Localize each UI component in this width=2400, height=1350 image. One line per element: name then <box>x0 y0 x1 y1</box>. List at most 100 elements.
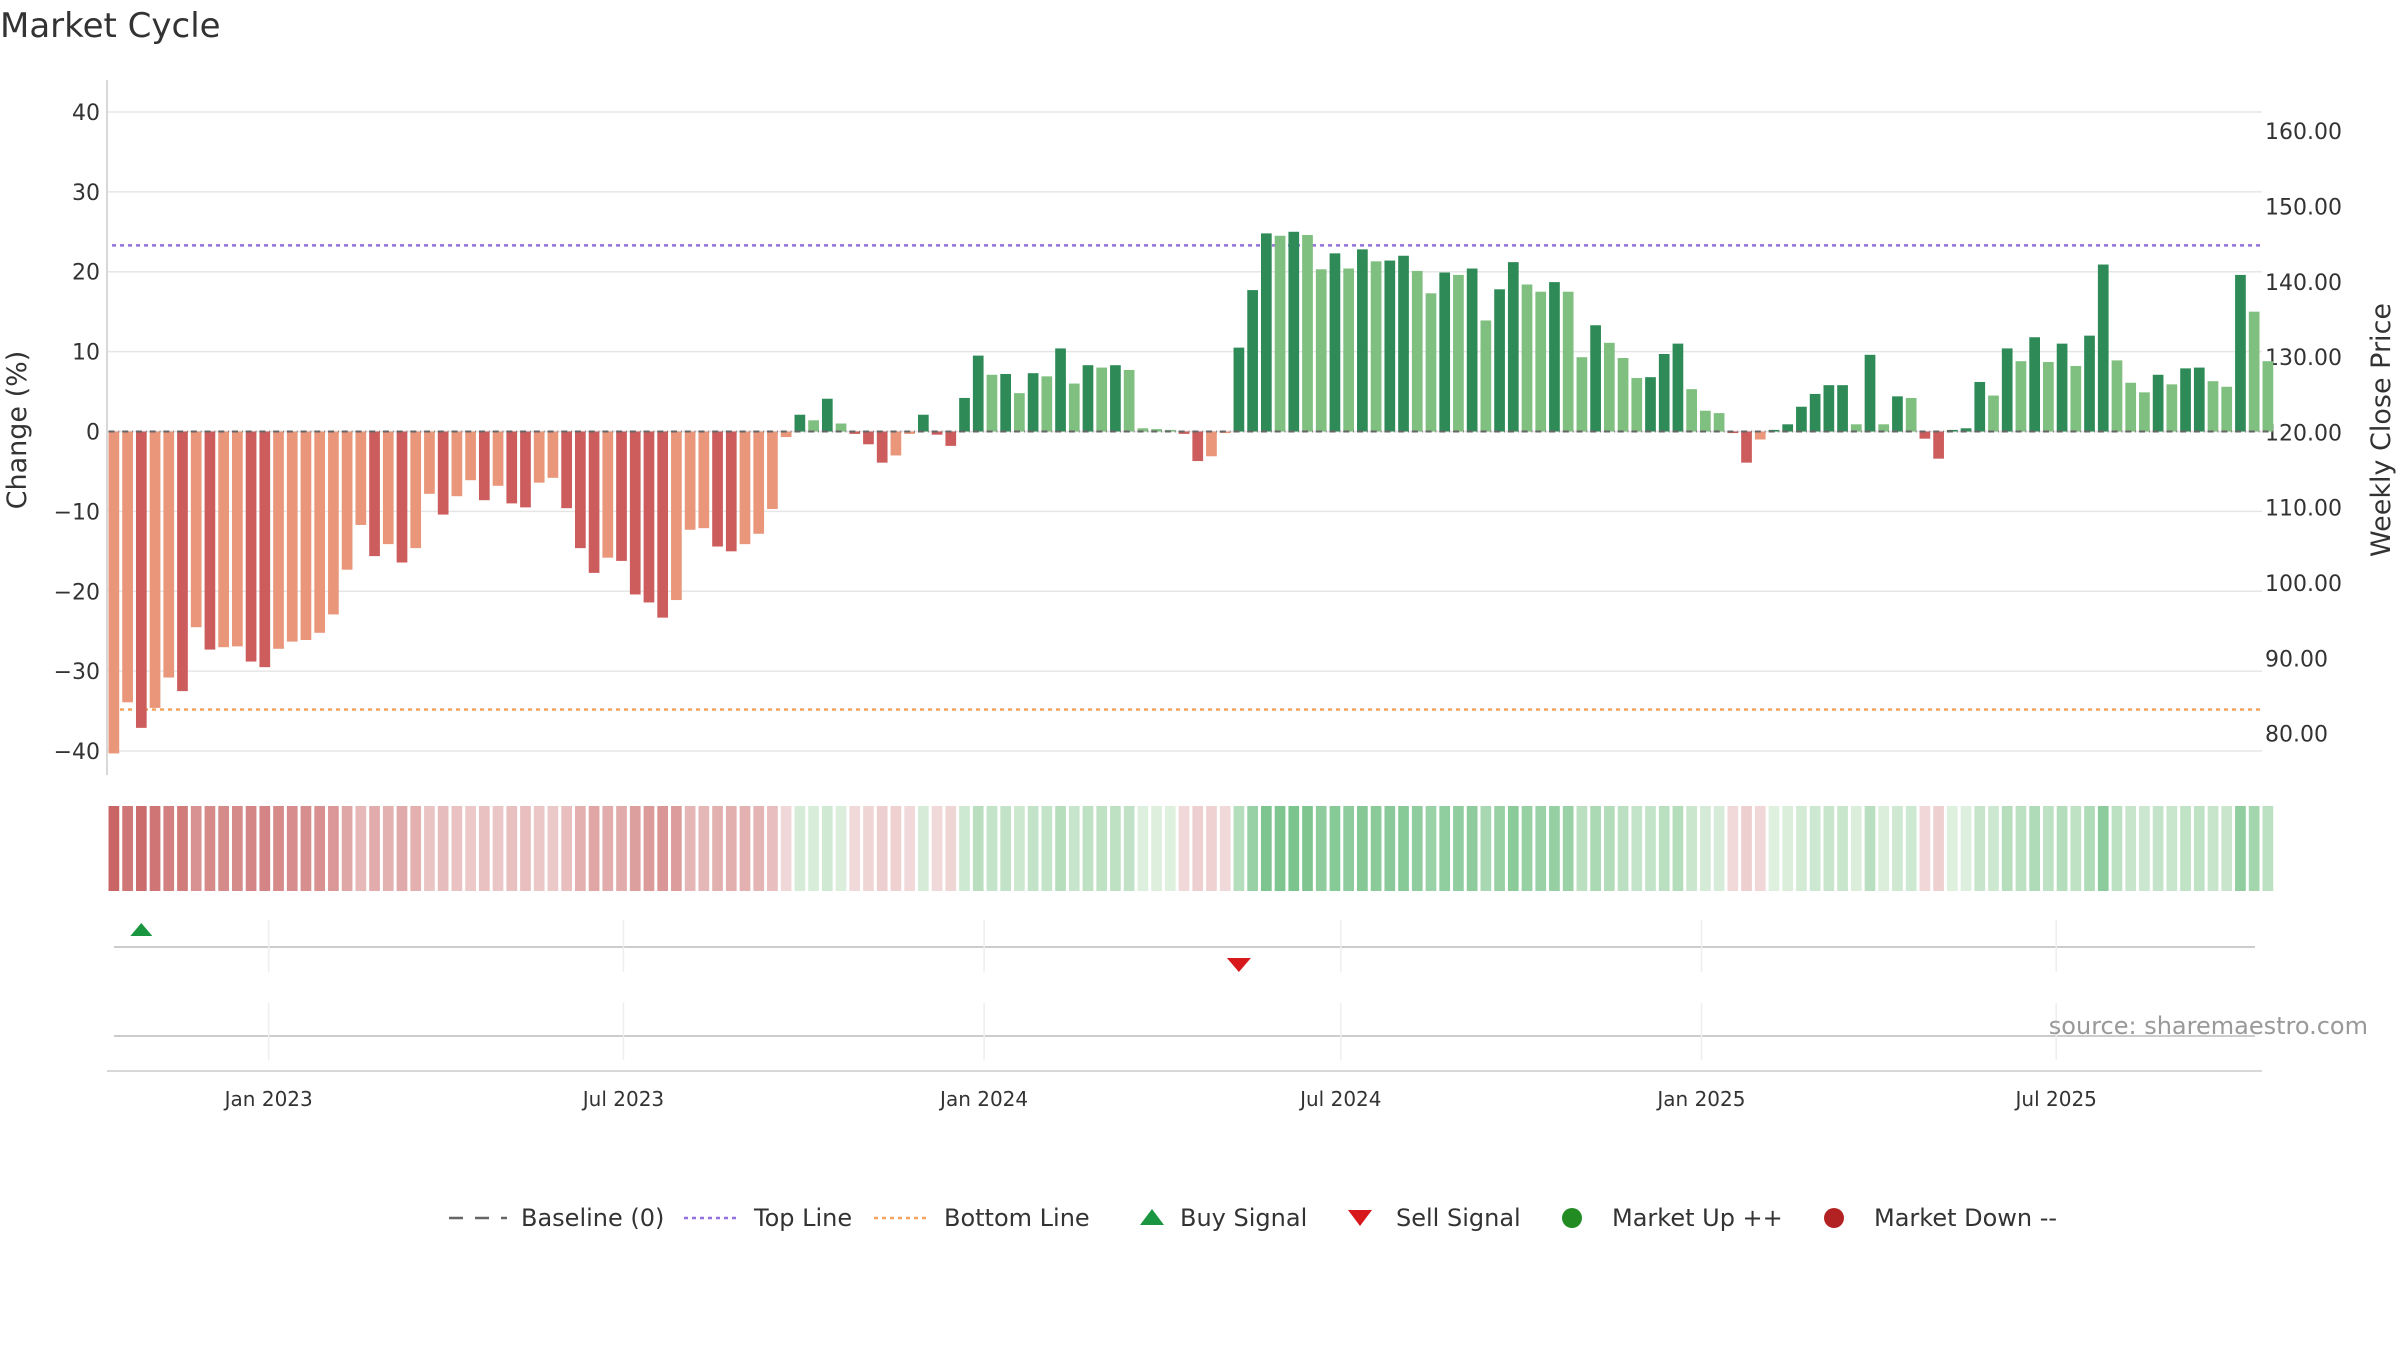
change-bar <box>1603 342 1615 432</box>
strength-cell <box>1164 806 1176 891</box>
change-bar <box>1329 253 1341 432</box>
strength-cell <box>1631 806 1643 891</box>
strength-cell <box>712 806 723 891</box>
legend-label: Top Line <box>753 1204 852 1232</box>
strength-cell <box>1274 806 1286 891</box>
change-bar <box>177 431 188 692</box>
y-tick-label: −30 <box>54 660 100 685</box>
strength-cell <box>506 806 518 891</box>
strength-cell <box>835 806 847 891</box>
strength-cell <box>684 806 696 891</box>
change-bar <box>1562 291 1574 432</box>
strength-cell <box>1288 806 1300 891</box>
strength-cell <box>2111 806 2123 891</box>
strength-cell <box>1110 806 1121 891</box>
strength-cell <box>2180 806 2191 891</box>
strength-cell <box>190 806 202 891</box>
strength-cell <box>328 806 339 891</box>
strength-cell <box>1041 806 1053 891</box>
strength-cell <box>1796 806 1807 891</box>
strength-cell <box>1617 806 1629 891</box>
change-bar <box>122 431 133 703</box>
y-tick-label: 0 <box>86 420 100 445</box>
x-axis-ticks: Jan 2023 Jul 2023 Jan 2024 Jul 2024 Jan 2025… <box>223 920 2097 1111</box>
change-bar <box>1850 424 1862 432</box>
strength-cell <box>2015 806 2027 891</box>
change-bar <box>1082 365 1094 432</box>
strength-cell <box>1549 806 1560 891</box>
strength-cell <box>780 806 792 891</box>
strength-cell <box>1357 806 1368 891</box>
strength-cell <box>2262 806 2274 891</box>
strength-cell <box>1850 806 1862 891</box>
change-bar <box>396 431 408 563</box>
strength-cell <box>972 806 984 891</box>
change-bar <box>1549 282 1560 432</box>
change-bar <box>780 431 792 438</box>
strength-cell <box>1398 806 1409 891</box>
reference-lines <box>112 244 2262 711</box>
change-bar <box>2248 311 2260 432</box>
strength-cell <box>1946 806 1958 891</box>
strength-cell <box>849 806 861 891</box>
change-bar <box>204 431 216 650</box>
strength-cell <box>2248 806 2260 891</box>
change-bar <box>2070 365 2082 432</box>
change-bar <box>629 431 641 595</box>
strength-cell <box>1933 806 1944 891</box>
strength-cell <box>1713 806 1725 891</box>
change-bar <box>1631 377 1643 432</box>
y2-tick-label: 150.00 <box>2265 196 2342 221</box>
change-bars <box>108 231 2274 754</box>
change-bar <box>1096 367 1108 432</box>
change-bar <box>945 431 957 446</box>
strength-cell <box>1384 806 1396 891</box>
strength-cell <box>2139 806 2150 891</box>
strength-cell <box>1151 806 1162 891</box>
strength-cell <box>149 806 161 891</box>
change-bar <box>931 431 943 435</box>
strength-cell <box>437 806 449 891</box>
strength-cell <box>108 806 120 891</box>
strength-cell <box>1658 806 1670 891</box>
strength-cell <box>451 806 463 891</box>
y-tick-label: 40 <box>72 101 100 126</box>
strength-cell <box>1562 806 1574 891</box>
change-bar <box>300 431 312 640</box>
strength-cell <box>2001 806 2013 891</box>
change-bar <box>1027 373 1039 432</box>
strength-cell <box>2166 806 2178 891</box>
strength-cell <box>2152 806 2164 891</box>
y-tick-label: −10 <box>54 500 100 525</box>
change-bar <box>1110 365 1121 432</box>
y-tick-label: 20 <box>72 261 100 286</box>
change-bar <box>1754 431 1766 440</box>
strength-cell <box>1878 806 1890 891</box>
strength-cell <box>204 806 216 891</box>
change-bar <box>1645 377 1656 432</box>
strength-cell <box>1768 806 1780 891</box>
legend-buy-icon <box>1140 1209 1164 1225</box>
strength-cell <box>904 806 915 891</box>
strength-cell <box>520 806 531 891</box>
change-bar <box>2235 274 2246 432</box>
strength-cell <box>286 806 298 891</box>
strength-cell <box>2207 806 2219 891</box>
strength-cell <box>478 806 490 891</box>
strength-cell <box>218 806 229 891</box>
strength-cell <box>698 806 710 891</box>
strength-cell <box>2043 806 2054 891</box>
strength-cell <box>1521 806 1533 891</box>
strength-cell <box>890 806 902 891</box>
change-bar <box>561 431 572 509</box>
strength-cell <box>341 806 353 891</box>
legend-item-down: Market Down -- <box>1824 1204 2057 1232</box>
change-bar <box>671 431 682 601</box>
legend-label: Buy Signal <box>1180 1204 1307 1232</box>
strength-cell <box>2235 806 2246 891</box>
strength-cell <box>1233 806 1245 891</box>
legend-item-sell: Sell Signal <box>1348 1204 1521 1232</box>
strength-cell <box>1000 806 1012 891</box>
strength-cell <box>259 806 271 891</box>
strength-cell <box>1178 806 1190 891</box>
